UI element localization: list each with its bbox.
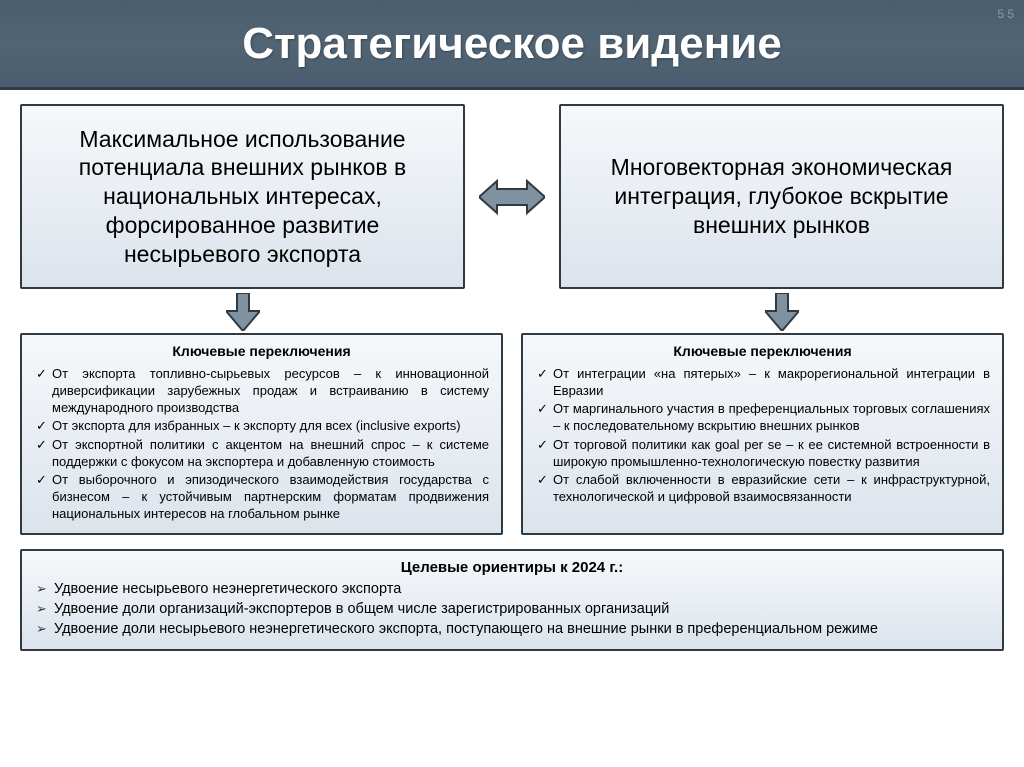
switches-box-right: Ключевые переключения От интеграции «на …	[521, 333, 1004, 535]
switches-row: Ключевые переключения От экспорта топлив…	[20, 333, 1004, 535]
targets-list: Удвоение несырьевого неэнергетического э…	[36, 580, 988, 639]
list-item: От маргинального участия в преференциаль…	[535, 400, 990, 434]
vision-box-right: Многовекторная экономическая интеграция,…	[559, 104, 1004, 289]
slide-number: 5 5	[997, 8, 1014, 21]
switches-right-title: Ключевые переключения	[535, 343, 990, 359]
switches-left-list: От экспорта топливно-сырьевых ресурсов –…	[34, 365, 489, 522]
list-item: От выборочного и эпизодического взаимоде…	[34, 471, 489, 522]
list-item: От торговой политики как goal per se – к…	[535, 436, 990, 470]
double-arrow-icon	[477, 175, 547, 219]
page-title: Стратегическое видение	[242, 19, 782, 69]
switches-box-left: Ключевые переключения От экспорта топлив…	[20, 333, 503, 535]
targets-box: Целевые ориентиры к 2024 г.: Удвоение не…	[20, 549, 1004, 651]
list-item: От слабой включенности в евразийские сет…	[535, 471, 990, 505]
vision-text-left: Максимальное использование потенциала вн…	[40, 125, 445, 269]
vision-box-left: Максимальное использование потенциала вн…	[20, 104, 465, 289]
targets-title: Целевые ориентиры к 2024 г.:	[36, 559, 988, 576]
list-item: От интеграции «на пятерых» – к макрореги…	[535, 365, 990, 399]
vision-row: Максимальное использование потенциала вн…	[20, 104, 1004, 289]
down-arrows-row	[20, 293, 1004, 331]
list-item: Удвоение доли организаций-экспортеров в …	[36, 600, 988, 620]
vision-text-right: Многовекторная экономическая интеграция,…	[579, 153, 984, 239]
switches-left-title: Ключевые переключения	[34, 343, 489, 359]
arrow-down-icon	[226, 293, 260, 331]
arrow-down-icon	[765, 293, 799, 331]
list-item: От экспортной политики с акцентом на вне…	[34, 436, 489, 470]
switches-right-list: От интеграции «на пятерых» – к макрореги…	[535, 365, 990, 505]
list-item: Удвоение доли несырьевого неэнергетическ…	[36, 620, 988, 640]
list-item: Удвоение несырьевого неэнергетического э…	[36, 580, 988, 600]
title-bar: Стратегическое видение	[0, 0, 1024, 90]
list-item: От экспорта топливно-сырьевых ресурсов –…	[34, 365, 489, 416]
list-item: От экспорта для избранных – к экспорту д…	[34, 417, 489, 434]
